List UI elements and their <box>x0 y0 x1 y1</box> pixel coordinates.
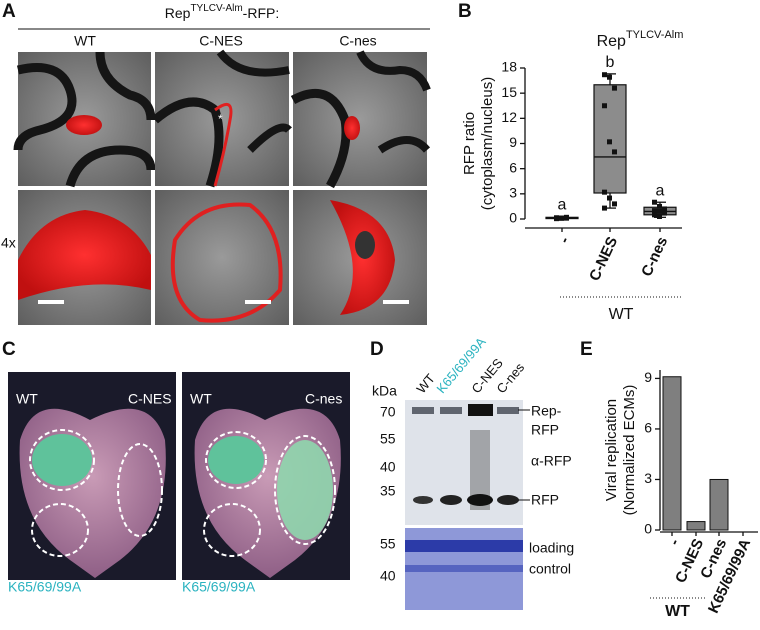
column-label: C-nes <box>339 33 376 49</box>
y-tick-label: 15 <box>501 84 517 100</box>
point <box>607 74 612 80</box>
annotation: a <box>656 182 665 199</box>
marker: 55 <box>380 431 396 447</box>
point <box>602 103 607 109</box>
bar <box>709 478 729 531</box>
point <box>657 203 662 209</box>
title-suffix: -RFP: <box>243 5 280 21</box>
unit-label: kDa <box>372 383 397 399</box>
point <box>657 208 662 214</box>
x-tick-label: C-NES <box>586 234 621 283</box>
point <box>652 199 657 205</box>
point <box>602 72 607 78</box>
x-tick-label: - <box>666 536 684 548</box>
y-tick-label: 0 <box>509 210 517 226</box>
band-label: control <box>529 561 571 577</box>
blot <box>405 400 523 610</box>
micrographs: * <box>13 49 431 325</box>
point <box>559 215 564 221</box>
y-axis-label: (Normalized ECMs) <box>621 385 638 516</box>
y-tick-label: 6 <box>644 420 652 436</box>
y-tick-label: 18 <box>501 59 517 75</box>
point <box>657 213 662 219</box>
y-tick-label: 9 <box>509 134 517 150</box>
point <box>607 195 612 201</box>
group-label: WT <box>609 306 634 323</box>
point <box>607 139 612 145</box>
y-tick-label: 3 <box>644 470 652 486</box>
band-label: loading <box>529 540 574 556</box>
column-label: C-NES <box>199 33 243 49</box>
marker: 40 <box>380 459 396 475</box>
point <box>612 201 617 207</box>
group-label: WT <box>665 603 690 620</box>
panel-label: C <box>2 339 16 360</box>
leaf-images <box>8 372 350 580</box>
band-label: Rep- <box>531 403 562 419</box>
point <box>612 85 617 91</box>
leaf-label: C-NES <box>128 391 172 407</box>
point <box>662 206 667 212</box>
leaf-label: C-nes <box>305 391 342 407</box>
row-label: 4x <box>1 235 16 251</box>
leaf-label: WT <box>190 391 212 407</box>
y-tick-label: 3 <box>509 185 517 201</box>
bar <box>662 376 682 531</box>
panel-label: A <box>2 1 16 22</box>
marker: 35 <box>380 483 396 499</box>
marker: 70 <box>380 404 396 420</box>
point <box>662 210 667 216</box>
leaf-label: K65/69/99A <box>182 579 256 595</box>
y-tick-label: 12 <box>501 109 517 125</box>
title: Rep <box>165 5 191 21</box>
band-label: RFP <box>531 422 559 438</box>
asterisk: * <box>218 112 223 126</box>
panel-label: B <box>458 1 472 22</box>
y-tick-label: 0 <box>644 521 652 537</box>
band-label: α-RFP <box>531 453 572 469</box>
point <box>612 149 617 155</box>
annotation: b <box>606 54 615 71</box>
band-label: RFP <box>531 492 559 508</box>
point <box>602 189 607 195</box>
lane-label: WT <box>413 371 438 396</box>
point <box>652 208 657 214</box>
leaf-label: K65/69/99A <box>8 579 82 595</box>
y-axis-label: (cytoplasm/nucleus) <box>479 77 496 210</box>
y-axis-label: RFP ratio <box>461 112 478 175</box>
leaf-label: WT <box>16 391 38 407</box>
marker: 40 <box>380 568 396 584</box>
panel-a-title: RepTYLCV-Alm-RFP: <box>165 3 279 21</box>
y-axis-label: Viral replication <box>603 399 620 501</box>
marker: 55 <box>380 536 396 552</box>
point <box>554 216 559 222</box>
point <box>602 205 607 211</box>
box <box>593 84 627 194</box>
point <box>652 212 657 218</box>
y-tick-label: 6 <box>509 159 517 175</box>
title: Rep <box>597 33 626 50</box>
chart-title: RepTYLCV-Alm <box>597 29 684 50</box>
title-sup: TYLCV-Alm <box>190 3 242 14</box>
x-tick-label: C-nes <box>638 234 671 279</box>
x-tick-label: - <box>556 234 574 246</box>
y-tick-label: 9 <box>644 369 652 385</box>
bar <box>686 521 706 531</box>
panel-label: D <box>370 339 384 360</box>
annotation: a <box>558 197 567 214</box>
title-sup: TYLCV-Alm <box>626 29 683 41</box>
point <box>564 214 569 220</box>
panel-label: E <box>580 339 593 360</box>
column-label: WT <box>74 33 96 49</box>
